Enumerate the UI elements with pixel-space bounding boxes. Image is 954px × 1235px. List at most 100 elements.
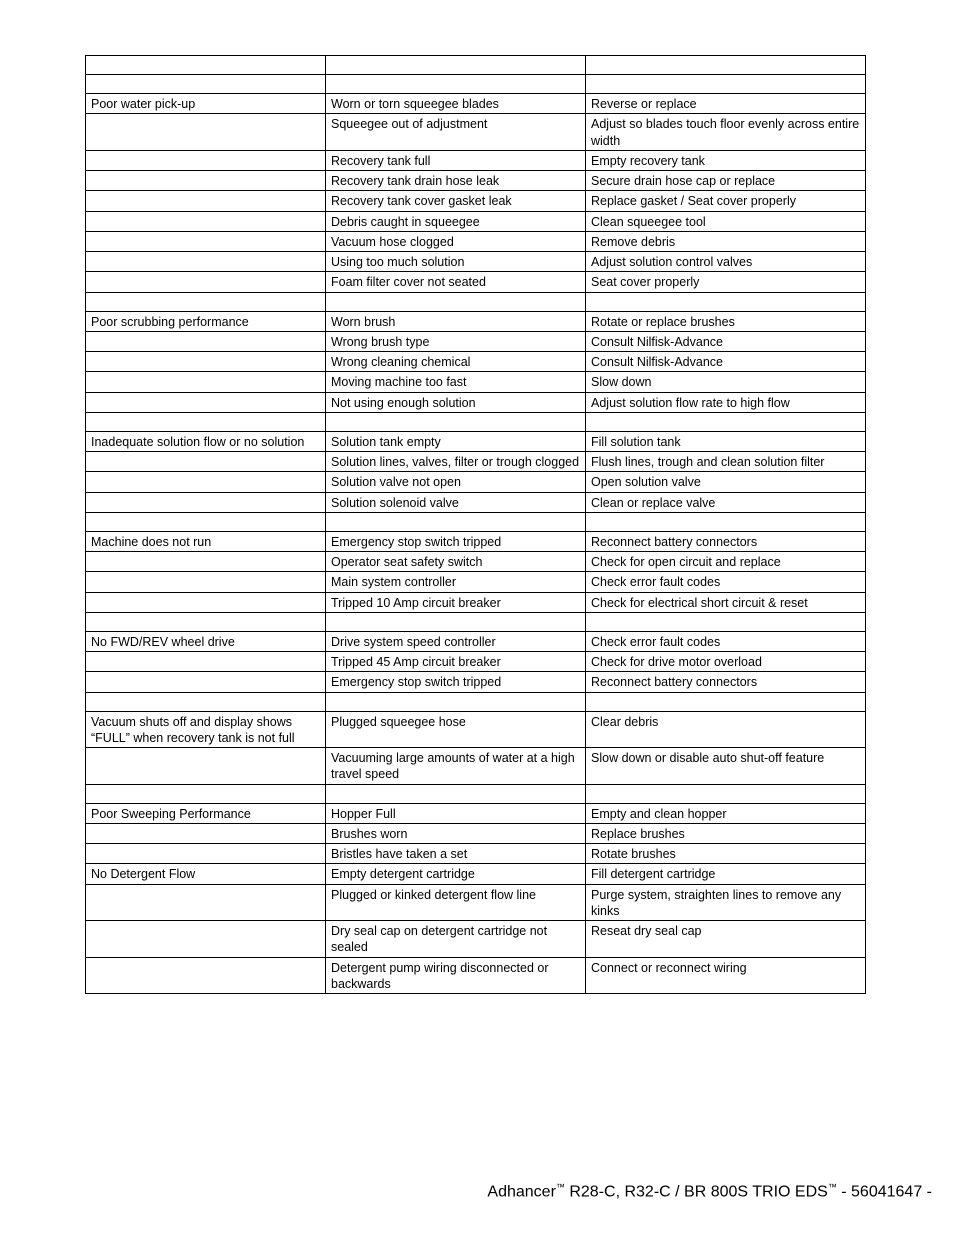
problem-cell xyxy=(86,372,326,392)
table-row: Emergency stop switch trippedReconnect b… xyxy=(86,672,866,692)
remedy-cell: Replace gasket / Seat cover properly xyxy=(586,191,866,211)
table-row xyxy=(86,292,866,311)
remedy-cell: Consult Nilfisk-Advance xyxy=(586,331,866,351)
problem-cell xyxy=(86,672,326,692)
remedy-cell: Empty and clean hopper xyxy=(586,803,866,823)
cause-cell: Plugged or kinked detergent flow line xyxy=(326,884,586,921)
problem-cell xyxy=(86,272,326,292)
remedy-cell: Slow down or disable auto shut-off featu… xyxy=(586,748,866,785)
problem-cell xyxy=(86,452,326,472)
cause-cell: Recovery tank drain hose leak xyxy=(326,171,586,191)
cause-cell xyxy=(326,412,586,431)
remedy-cell xyxy=(586,692,866,711)
remedy-cell: Rotate or replace brushes xyxy=(586,311,866,331)
remedy-cell: Replace brushes xyxy=(586,823,866,843)
remedy-cell xyxy=(586,612,866,631)
remedy-cell: Reconnect battery connectors xyxy=(586,531,866,551)
remedy-cell: Check error fault codes xyxy=(586,572,866,592)
cause-cell xyxy=(326,292,586,311)
footer-part3: - 56041647 - xyxy=(837,1183,932,1200)
remedy-cell: Adjust solution flow rate to high flow xyxy=(586,392,866,412)
problem-cell xyxy=(86,472,326,492)
cause-cell xyxy=(326,612,586,631)
footer-part1: Adhancer xyxy=(487,1183,556,1200)
problem-cell xyxy=(86,150,326,170)
cause-cell: Operator seat safety switch xyxy=(326,552,586,572)
cause-cell: Wrong brush type xyxy=(326,331,586,351)
problem-cell xyxy=(86,56,326,75)
cause-cell: Not using enough solution xyxy=(326,392,586,412)
table-row: Vacuuming large amounts of water at a hi… xyxy=(86,748,866,785)
table-row: Debris caught in squeegeeClean squeegee … xyxy=(86,211,866,231)
cause-cell xyxy=(326,56,586,75)
problem-cell xyxy=(86,692,326,711)
remedy-cell xyxy=(586,292,866,311)
cause-cell: Empty detergent cartridge xyxy=(326,864,586,884)
problem-cell: Poor Sweeping Performance xyxy=(86,803,326,823)
remedy-cell: Adjust solution control valves xyxy=(586,252,866,272)
remedy-cell: Rotate brushes xyxy=(586,844,866,864)
remedy-cell xyxy=(586,412,866,431)
footer-part2: R28-C, R32-C / BR 800S TRIO EDS xyxy=(565,1183,828,1200)
remedy-cell: Connect or reconnect wiring xyxy=(586,957,866,994)
cause-cell: Bristles have taken a set xyxy=(326,844,586,864)
table-row: Wrong cleaning chemicalConsult Nilfisk-A… xyxy=(86,352,866,372)
cause-cell: Vacuuming large amounts of water at a hi… xyxy=(326,748,586,785)
problem-cell xyxy=(86,512,326,531)
problem-cell xyxy=(86,844,326,864)
table-row: Dry seal cap on detergent cartridge not … xyxy=(86,921,866,958)
problem-cell xyxy=(86,957,326,994)
table-row: Foam filter cover not seatedSeat cover p… xyxy=(86,272,866,292)
remedy-cell: Reseat dry seal cap xyxy=(586,921,866,958)
problem-cell: Poor scrubbing performance xyxy=(86,311,326,331)
problem-cell xyxy=(86,392,326,412)
table-row: Poor water pick-upWorn or torn squeegee … xyxy=(86,94,866,114)
problem-cell: Machine does not run xyxy=(86,531,326,551)
table-row: Operator seat safety switchCheck for ope… xyxy=(86,552,866,572)
table-row: Tripped 10 Amp circuit breakerCheck for … xyxy=(86,592,866,612)
cause-cell: Dry seal cap on detergent cartridge not … xyxy=(326,921,586,958)
problem-cell xyxy=(86,412,326,431)
table-row: Recovery tank drain hose leakSecure drai… xyxy=(86,171,866,191)
cause-cell: Recovery tank cover gasket leak xyxy=(326,191,586,211)
cause-cell: Worn brush xyxy=(326,311,586,331)
table-row: Inadequate solution flow or no solutionS… xyxy=(86,431,866,451)
problem-cell xyxy=(86,331,326,351)
remedy-cell: Open solution valve xyxy=(586,472,866,492)
remedy-cell: Check for electrical short circuit & res… xyxy=(586,592,866,612)
problem-cell xyxy=(86,75,326,94)
table-row: Tripped 45 Amp circuit breakerCheck for … xyxy=(86,652,866,672)
table-row xyxy=(86,692,866,711)
problem-cell xyxy=(86,252,326,272)
problem-cell xyxy=(86,921,326,958)
remedy-cell: Empty recovery tank xyxy=(586,150,866,170)
cause-cell: Main system controller xyxy=(326,572,586,592)
problem-cell xyxy=(86,612,326,631)
table-row: Recovery tank cover gasket leakReplace g… xyxy=(86,191,866,211)
table-row: Not using enough solutionAdjust solution… xyxy=(86,392,866,412)
cause-cell: Worn or torn squeegee blades xyxy=(326,94,586,114)
problem-cell: No Detergent Flow xyxy=(86,864,326,884)
problem-cell xyxy=(86,592,326,612)
problem-cell xyxy=(86,231,326,251)
remedy-cell: Secure drain hose cap or replace xyxy=(586,171,866,191)
cause-cell xyxy=(326,692,586,711)
cause-cell: Solution tank empty xyxy=(326,431,586,451)
problem-cell: No FWD/REV wheel drive xyxy=(86,631,326,651)
cause-cell: Debris caught in squeegee xyxy=(326,211,586,231)
table-row: Vacuum hose cloggedRemove debris xyxy=(86,231,866,251)
cause-cell: Squeegee out of adjustment xyxy=(326,114,586,151)
cause-cell: Foam filter cover not seated xyxy=(326,272,586,292)
cause-cell xyxy=(326,784,586,803)
remedy-cell xyxy=(586,512,866,531)
problem-cell xyxy=(86,572,326,592)
table-row: Squeegee out of adjustmentAdjust so blad… xyxy=(86,114,866,151)
remedy-cell: Adjust so blades touch floor evenly acro… xyxy=(586,114,866,151)
cause-cell: Emergency stop switch tripped xyxy=(326,672,586,692)
footer-tm1: ™ xyxy=(556,1182,565,1192)
problem-cell xyxy=(86,211,326,231)
remedy-cell: Fill detergent cartridge xyxy=(586,864,866,884)
table-row: Solution lines, valves, filter or trough… xyxy=(86,452,866,472)
cause-cell: Solution lines, valves, filter or trough… xyxy=(326,452,586,472)
table-row xyxy=(86,512,866,531)
